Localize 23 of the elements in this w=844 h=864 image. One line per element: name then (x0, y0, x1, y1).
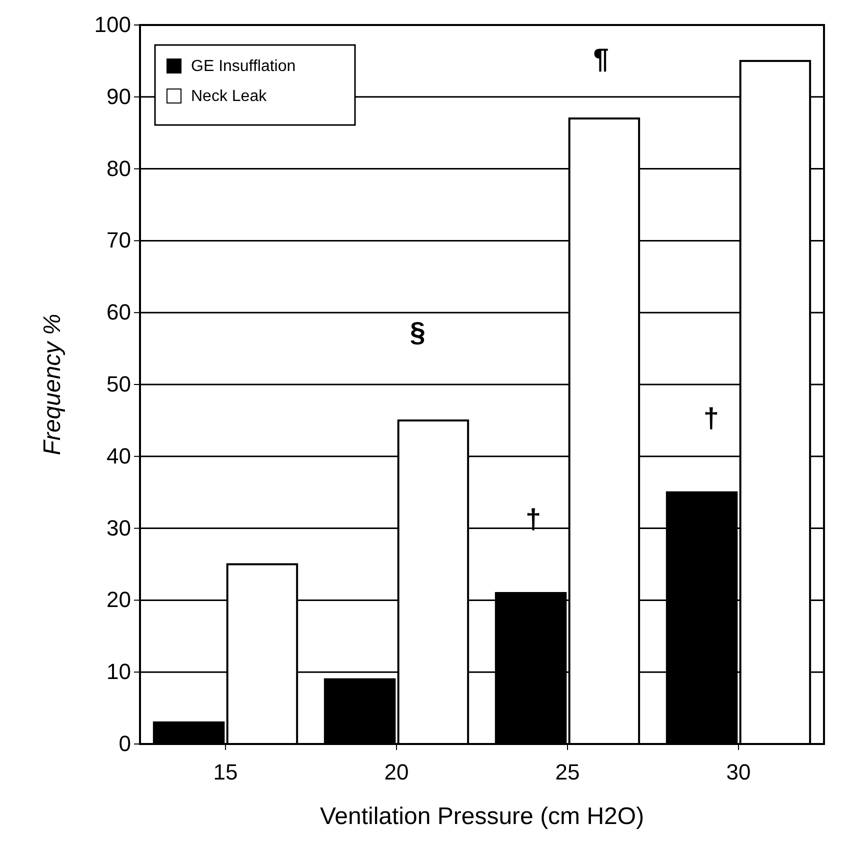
y-tick-label: 10 (106, 659, 131, 684)
y-axis-title: Frequency % (39, 314, 66, 456)
y-tick-label: 30 (106, 515, 131, 540)
y-tick-label: 50 (106, 372, 131, 397)
x-axis-title: Ventilation Pressure (cm H2O) (320, 803, 644, 830)
x-tick-label: 30 (726, 759, 751, 784)
y-tick-label: 0 (118, 731, 131, 756)
y-tick-label: 80 (106, 156, 131, 181)
y-tick-label: 70 (106, 228, 131, 253)
y-tick-label: 100 (94, 12, 131, 38)
annotation: ¶ (593, 43, 609, 74)
y-tick-label: 20 (106, 587, 131, 612)
y-tick-label: 60 (106, 300, 131, 325)
x-tick-label: 20 (384, 759, 409, 784)
annotation: § (410, 316, 426, 348)
x-tick-label: 25 (555, 759, 580, 784)
x-tick-label: 15 (213, 759, 238, 784)
y-tick-label: 90 (106, 84, 131, 109)
legend-label: Neck Leak (191, 88, 268, 105)
legend-label: GE Insufflation (191, 58, 296, 75)
annotation: † (526, 503, 542, 534)
y-tick-label: 40 (106, 443, 131, 468)
annotation: † (703, 402, 719, 434)
